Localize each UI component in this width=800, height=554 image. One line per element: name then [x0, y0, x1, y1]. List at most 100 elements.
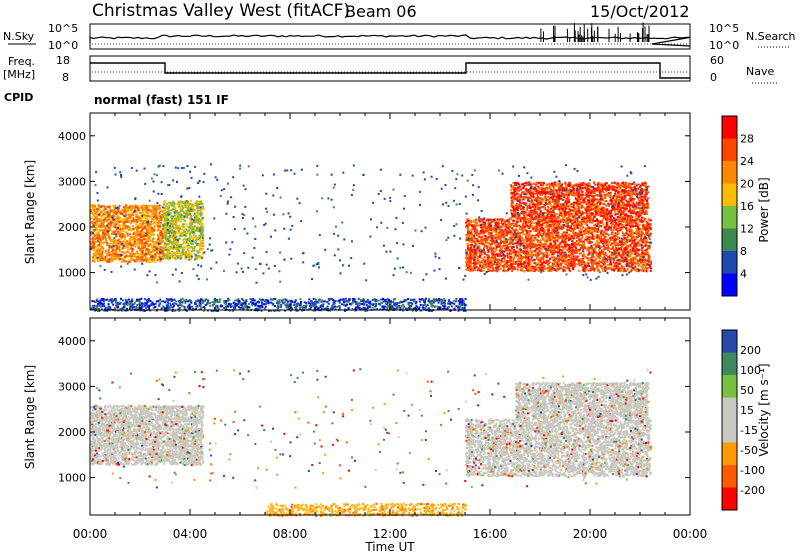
power-cell [162, 203, 165, 206]
power-cell [117, 218, 120, 221]
power-cell [172, 243, 175, 246]
power-cell [151, 210, 154, 213]
power-cell [110, 224, 113, 227]
power-cell [588, 249, 590, 252]
power-cell [186, 216, 189, 219]
power-cell [184, 229, 187, 232]
power-cell [98, 255, 101, 258]
power-cell [91, 225, 94, 228]
power-cell [100, 240, 103, 243]
power-cell [582, 249, 585, 251]
power-cell [140, 216, 143, 219]
power-cell [551, 255, 554, 258]
power-cell [158, 221, 161, 224]
power-cell [126, 232, 129, 235]
power-cell [473, 258, 476, 261]
power-cell [154, 211, 156, 214]
power-cell [153, 225, 156, 228]
power-cell [631, 263, 634, 266]
power-cell [547, 254, 550, 257]
power-cell [487, 228, 490, 231]
power-cell [135, 258, 138, 261]
power-cell [529, 263, 532, 266]
power-cell [93, 259, 96, 262]
power-cell [91, 259, 94, 262]
power-cell [604, 228, 607, 231]
power-cell [592, 261, 595, 264]
power-cell [511, 227, 514, 230]
power-cell [145, 220, 148, 223]
power-cell [172, 224, 174, 227]
power-cell [195, 226, 198, 229]
power-cell [588, 238, 591, 241]
power-cell [125, 204, 128, 207]
power-cell [113, 221, 116, 224]
power-cell [626, 240, 629, 243]
power-cell [123, 221, 125, 224]
power-cell [95, 214, 98, 216]
power-cell [135, 238, 138, 240]
power-cell [157, 234, 160, 237]
power-cell [132, 253, 135, 256]
power-cell [123, 233, 125, 236]
power-cell [100, 236, 103, 239]
power-cell [531, 234, 534, 237]
power-cell [152, 228, 155, 231]
power-cell [194, 241, 197, 244]
power-cell [482, 242, 485, 245]
power-cell [202, 207, 205, 210]
power-cell [572, 242, 575, 245]
power-cell [134, 231, 137, 234]
power-cell [113, 215, 116, 218]
power-cell [185, 242, 187, 245]
power-cell [547, 266, 550, 268]
power-cell [196, 242, 199, 245]
power-cell [648, 238, 651, 240]
power-cell [141, 253, 144, 256]
power-cell [192, 205, 195, 208]
power-cell [96, 217, 99, 220]
power-cell [101, 250, 104, 253]
power-cell [93, 255, 96, 258]
power-cell [91, 206, 94, 209]
power-cell [113, 257, 116, 260]
power-cell [534, 270, 536, 273]
power-cell [140, 218, 143, 221]
power-cell [114, 229, 117, 232]
power-cell [158, 213, 161, 216]
power-cell [178, 219, 181, 222]
power-cell [131, 250, 134, 252]
power-cell [563, 259, 566, 262]
power-cell [141, 256, 144, 258]
power-cell [165, 243, 168, 246]
freq-units: [MHz] [3, 68, 35, 81]
power-cell [141, 222, 144, 225]
power-cell [472, 248, 475, 251]
power-cell [135, 219, 138, 221]
power-cell [152, 213, 155, 216]
power-cell [108, 235, 110, 237]
power-cell [93, 215, 96, 218]
power-cell [107, 206, 110, 209]
power-cell [185, 255, 188, 258]
power-cell [649, 267, 652, 270]
power-cell [187, 214, 190, 216]
power-cell [129, 247, 132, 250]
power-cell [122, 257, 125, 260]
power-cell [119, 227, 122, 230]
power-cell [478, 240, 481, 243]
power-cell [93, 209, 96, 212]
power-cell [154, 255, 157, 258]
power-cell [105, 219, 108, 222]
power-cell [494, 237, 496, 239]
power-cell [93, 249, 96, 252]
power-cell [161, 228, 164, 231]
power-cell [111, 251, 114, 254]
power-cell [112, 248, 115, 250]
power-cell [93, 238, 96, 241]
power-cell [97, 232, 100, 235]
power-cell [96, 245, 99, 248]
power-cell [508, 229, 511, 232]
power-cell [110, 258, 113, 261]
